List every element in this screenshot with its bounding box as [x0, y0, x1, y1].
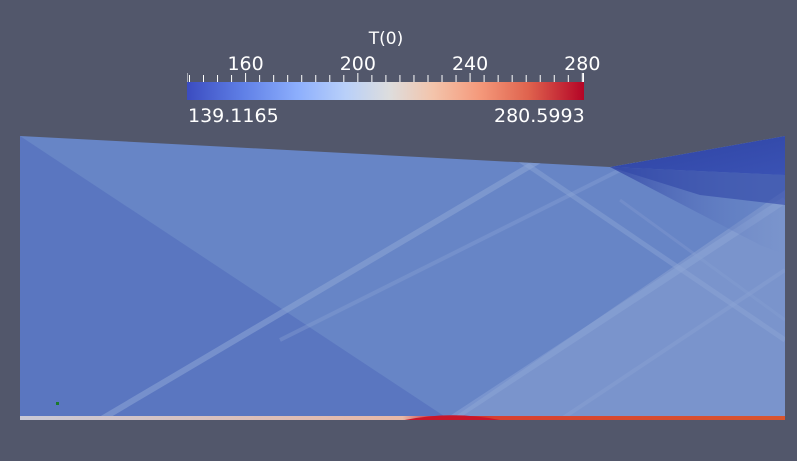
colorbar-max-label: 280.5993	[494, 105, 585, 127]
probe-point-marker[interactable]	[56, 402, 59, 405]
colorbar-tick-label-240: 240	[451, 53, 489, 75]
colorbar-min-label: 139.1165	[188, 105, 279, 127]
post-reflection-region	[450, 190, 785, 420]
colorbar-title: T(0)	[368, 29, 404, 49]
shock-band-4	[448, 197, 785, 420]
shock-band-5	[558, 268, 785, 420]
colorbar-tick-label-200: 200	[339, 53, 376, 75]
pre-shock-region	[20, 136, 450, 420]
shock-band-6	[619, 198, 785, 322]
wall-boundary-layer	[20, 416, 785, 420]
colorbar-tick-label-280: 280	[564, 53, 601, 75]
shock-band-3	[518, 157, 785, 343]
shock-band-2	[279, 158, 641, 342]
shock-band-1	[98, 157, 542, 420]
colorbar-tick-marks	[187, 73, 584, 83]
colorbar-gradient[interactable]	[187, 82, 584, 100]
colorbar-tick-label-160: 160	[227, 53, 264, 75]
expansion-region	[610, 136, 785, 175]
wall-heating-bump	[400, 415, 500, 420]
expansion-fan-inner	[610, 167, 785, 205]
